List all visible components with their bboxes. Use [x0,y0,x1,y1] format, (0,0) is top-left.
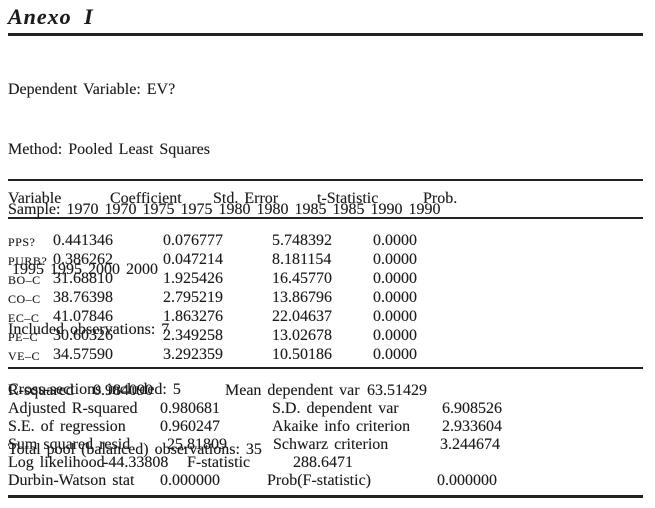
table-row: PURB? 0.386262 0.047214 8.181154 0.0000 [0,251,655,271]
coef-row-std-error: 0.076777 [163,232,223,249]
bottom-rule [8,495,643,498]
coef-row-variable: PE–C [8,330,39,344]
annex-title: Anexo I [8,4,94,29]
header-prob: Prob. [423,190,458,207]
coef-row-prob: 0.0000 [373,289,417,306]
coef-row-variable: EC–C [8,311,40,325]
summary-value: 0.000000 [160,472,220,489]
summary-value: 63.51429 [367,382,427,399]
coef-row-coefficient: 38.76398 [53,289,113,306]
coef-row-coefficient: 31.68810 [53,270,113,287]
table-row: PE–C 30.60326 2.349258 13.02678 0.0000 [0,327,655,347]
summary-value: 6.908526 [442,400,502,417]
summary-row: Sum squared resid 25.81809 Schwarz crite… [0,436,655,456]
table-row: CO–C 38.76398 2.795219 13.86796 0.0000 [0,289,655,309]
coef-row-std-error: 0.047214 [163,251,223,268]
summary-row: R-squared 0.984090 Mean dependent var 63… [0,382,655,402]
coef-row-coefficient: 0.441346 [53,232,113,249]
summary-value: 3.244674 [440,436,500,453]
header-top-rule [8,179,643,181]
regression-info-block: Dependent Variable: EV? Method: Pooled L… [8,40,648,500]
method-line: Method: Pooled Least Squares [8,141,210,158]
summary-value: 0.960247 [160,418,220,435]
summary-label: F-statistic [187,454,251,471]
coef-row-prob: 0.0000 [373,251,417,268]
summary-value: 288.6471 [293,454,353,471]
summary-row: Durbin-Watson stat 0.000000 Prob(F-stati… [0,472,655,492]
title-rule [8,33,643,36]
included-observations-line: Included observations: 7 [8,321,170,338]
header-t-statistic: t-Statistic [317,190,379,207]
summary-label: Prob(F-statistic) [267,472,371,489]
coef-row-t-statistic: 13.86796 [272,289,332,306]
coef-row-t-statistic: 5.748392 [272,232,332,249]
coef-row-t-statistic: 8.181154 [272,251,332,268]
summary-label: S.D. dependent var [272,400,399,417]
coef-row-coefficient: 34.57590 [53,346,113,363]
coef-row-t-statistic: 16.45770 [272,270,332,287]
summary-value: -44.33808 [103,454,169,471]
summary-label: Log likelihood [8,454,105,471]
table-row: EC–C 41.07846 1.863276 22.04637 0.0000 [0,308,655,328]
header-bottom-rule [8,217,643,219]
summary-value: 0.000000 [437,472,497,489]
coef-row-std-error: 3.292359 [163,346,223,363]
header-coefficient: Coefficient [110,190,182,207]
coef-row-coefficient: 0.386262 [53,251,113,268]
summary-value: 2.933604 [442,418,502,435]
summary-row: S.E. of regression 0.960247 Akaike info … [0,418,655,438]
coef-row-variable: PURB? [8,254,48,268]
header-variable: Variable [8,190,62,207]
coef-row-variable: VE–C [8,349,40,363]
sample-continuation-line: 1995 1995 2000 2000 [12,261,158,278]
coef-row-std-error: 2.349258 [163,327,223,344]
table-row: PPS? 0.441346 0.076777 5.748392 0.0000 [0,232,655,252]
coef-row-prob: 0.0000 [373,346,417,363]
summary-row: Log likelihood -44.33808 F-statistic 288… [0,454,655,474]
coef-row-std-error: 2.795219 [163,289,223,306]
summary-value: 0.984090 [93,382,153,399]
coef-row-prob: 0.0000 [373,270,417,287]
summary-value: 25.81809 [167,436,227,453]
coef-row-variable: BO–C [8,273,41,287]
summary-label: Sum squared resid [8,436,131,453]
coef-row-prob: 0.0000 [373,327,417,344]
coef-row-t-statistic: 22.04637 [272,308,332,325]
dependent-variable-line: Dependent Variable: EV? [8,81,176,98]
coef-row-coefficient: 41.07846 [53,308,113,325]
cross-sections-line: Cross-sections included: 5 [8,381,181,398]
summary-label: Mean dependent var [225,382,360,399]
summary-label: R-squared [8,382,74,399]
total-pool-line: Total pool (balanced) observations: 35 [8,441,262,458]
summary-label: Durbin-Watson stat [8,472,135,489]
coef-row-std-error: 1.925426 [163,270,223,287]
summary-label: S.E. of regression [8,418,126,435]
summary-label: Schwarz criterion [273,436,389,453]
coef-row-prob: 0.0000 [373,232,417,249]
coef-row-t-statistic: 13.02678 [272,327,332,344]
coef-row-coefficient: 30.60326 [53,327,113,344]
coef-table-bottom-rule [8,367,643,369]
coef-row-prob: 0.0000 [373,308,417,325]
coef-row-std-error: 1.863276 [163,308,223,325]
summary-value: 0.980681 [160,400,220,417]
table-row: VE–C 34.57590 3.292359 10.50186 0.0000 [0,346,655,366]
table-row: BO–C 31.68810 1.925426 16.45770 0.0000 [0,270,655,290]
summary-label: Adjusted R-squared [8,400,138,417]
coef-row-variable: PPS? [8,235,36,249]
summary-label: Akaike info criterion [272,418,411,435]
sample-line: Sample: 1970 1970 1975 1975 1980 1980 19… [8,201,441,218]
coef-table-header-row: Variable Coefficient Std. Error t-Statis… [0,190,655,210]
header-std-error: Std. Error [213,190,279,207]
summary-row: Adjusted R-squared 0.980681 S.D. depende… [0,400,655,420]
coef-row-t-statistic: 10.50186 [272,346,332,363]
coef-row-variable: CO–C [8,292,41,306]
